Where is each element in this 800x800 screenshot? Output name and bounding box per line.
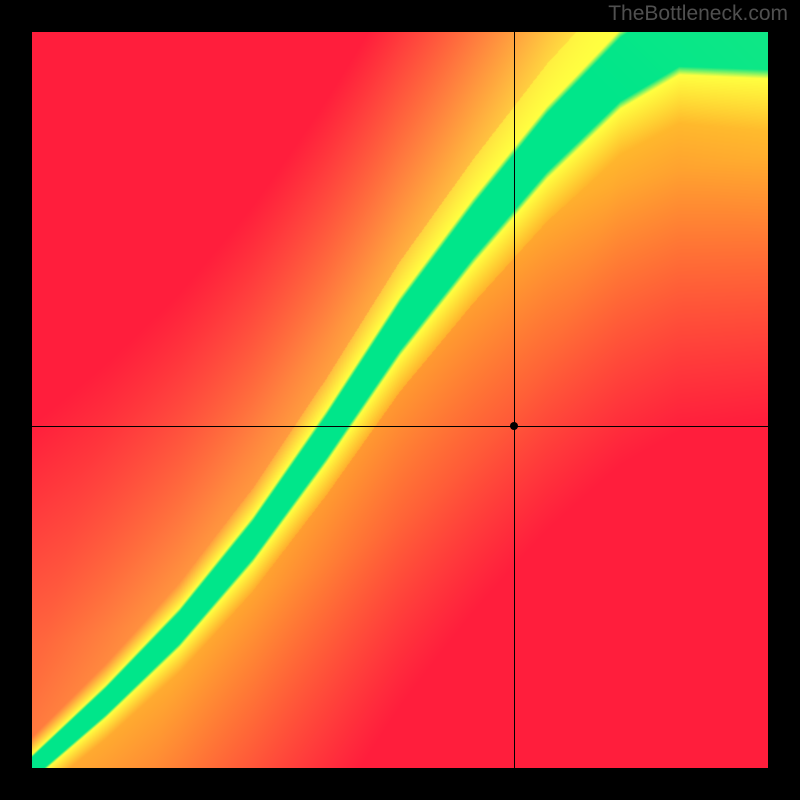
heatmap-canvas bbox=[32, 32, 768, 768]
crosshair-vertical bbox=[514, 32, 515, 768]
watermark-text: TheBottleneck.com bbox=[608, 2, 788, 26]
crosshair-horizontal bbox=[32, 426, 768, 427]
marker-dot bbox=[510, 422, 518, 430]
plot-area bbox=[32, 32, 768, 768]
